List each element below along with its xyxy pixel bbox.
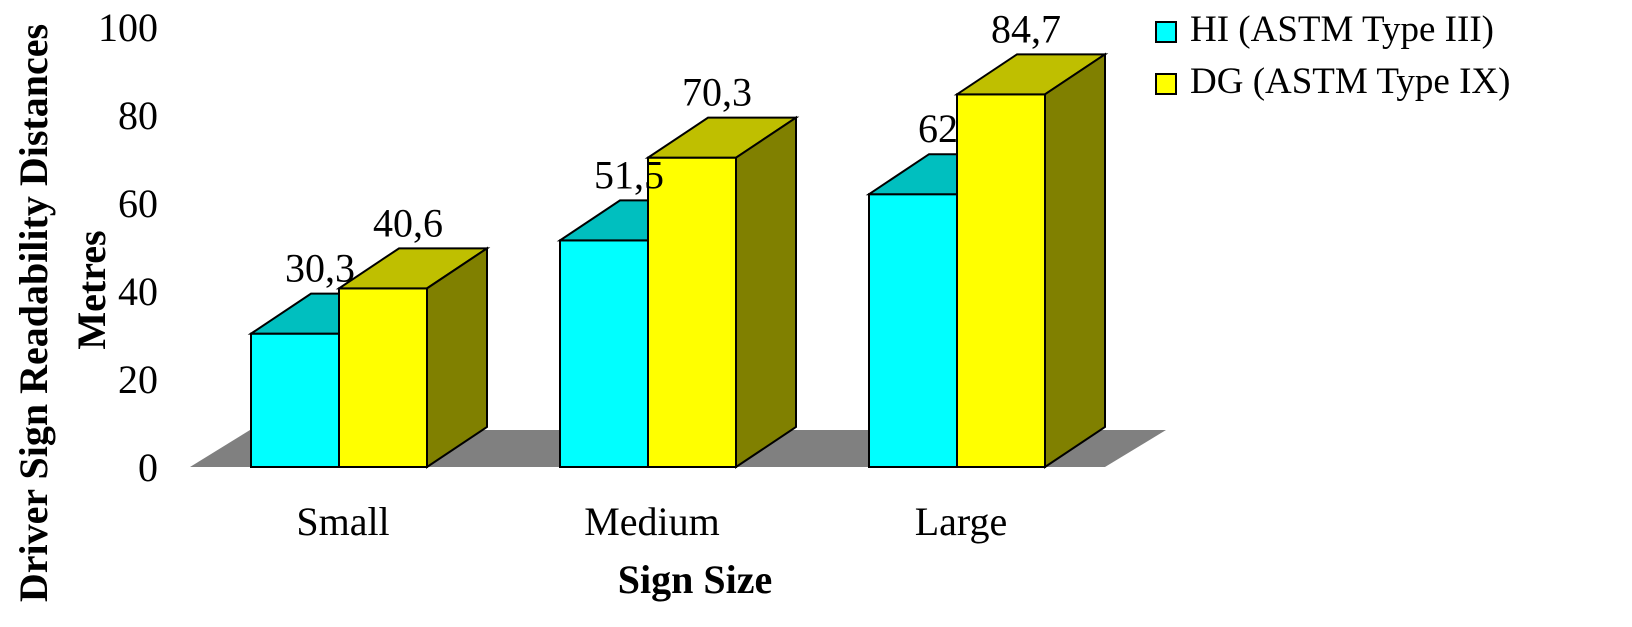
bar-front <box>956 93 1046 468</box>
data-label: 84,7 <box>991 6 1061 51</box>
y-tick-label: 100 <box>98 5 158 50</box>
bar-side <box>1044 52 1106 469</box>
x-axis-title: Sign Size <box>618 557 772 602</box>
x-category-label: Large <box>915 499 1008 544</box>
data-label: 70,3 <box>682 70 752 115</box>
legend: HI (ASTM Type III) DG (ASTM Type IX) <box>1155 9 1510 102</box>
bar-front <box>250 332 340 468</box>
bar-front <box>647 156 737 468</box>
data-labels: 30,3 40,6 51,5 70,3 62 84,7 <box>285 6 1061 290</box>
x-axis-categories: Small Medium Large <box>296 499 1007 544</box>
bar <box>556 199 712 468</box>
bar <box>644 115 800 469</box>
legend-swatch <box>1155 21 1177 43</box>
legend-label: DG (ASTM Type IX) <box>1190 61 1510 102</box>
bar-front <box>559 239 649 468</box>
legend-label: HI (ASTM Type III) <box>1190 9 1494 50</box>
y-tick-label: 0 <box>138 445 158 490</box>
bars <box>247 52 1109 469</box>
x-category-label: Medium <box>584 499 720 544</box>
bar-front <box>338 287 428 468</box>
legend-swatch <box>1155 73 1177 95</box>
bar-side <box>735 115 797 469</box>
x-category-label: Small <box>296 499 389 544</box>
bar-front <box>868 193 958 468</box>
data-label: 62 <box>918 106 958 151</box>
bar-side <box>426 246 488 469</box>
y-tick-label: 20 <box>118 357 158 402</box>
y-axis-title-line1: Driver Sign Readability Distances <box>11 24 56 602</box>
bar <box>335 246 491 469</box>
y-axis-title-line2: Metres <box>69 230 114 349</box>
y-tick-label: 80 <box>118 93 158 138</box>
data-label: 40,6 <box>373 200 443 245</box>
y-tick-label: 40 <box>118 269 158 314</box>
data-label: 51,5 <box>594 152 664 197</box>
y-tick-label: 60 <box>118 181 158 226</box>
y-axis-ticks: 0 20 40 60 80 100 <box>98 5 158 490</box>
data-label: 30,3 <box>285 246 355 291</box>
bar <box>865 153 1021 468</box>
bar <box>953 52 1109 469</box>
